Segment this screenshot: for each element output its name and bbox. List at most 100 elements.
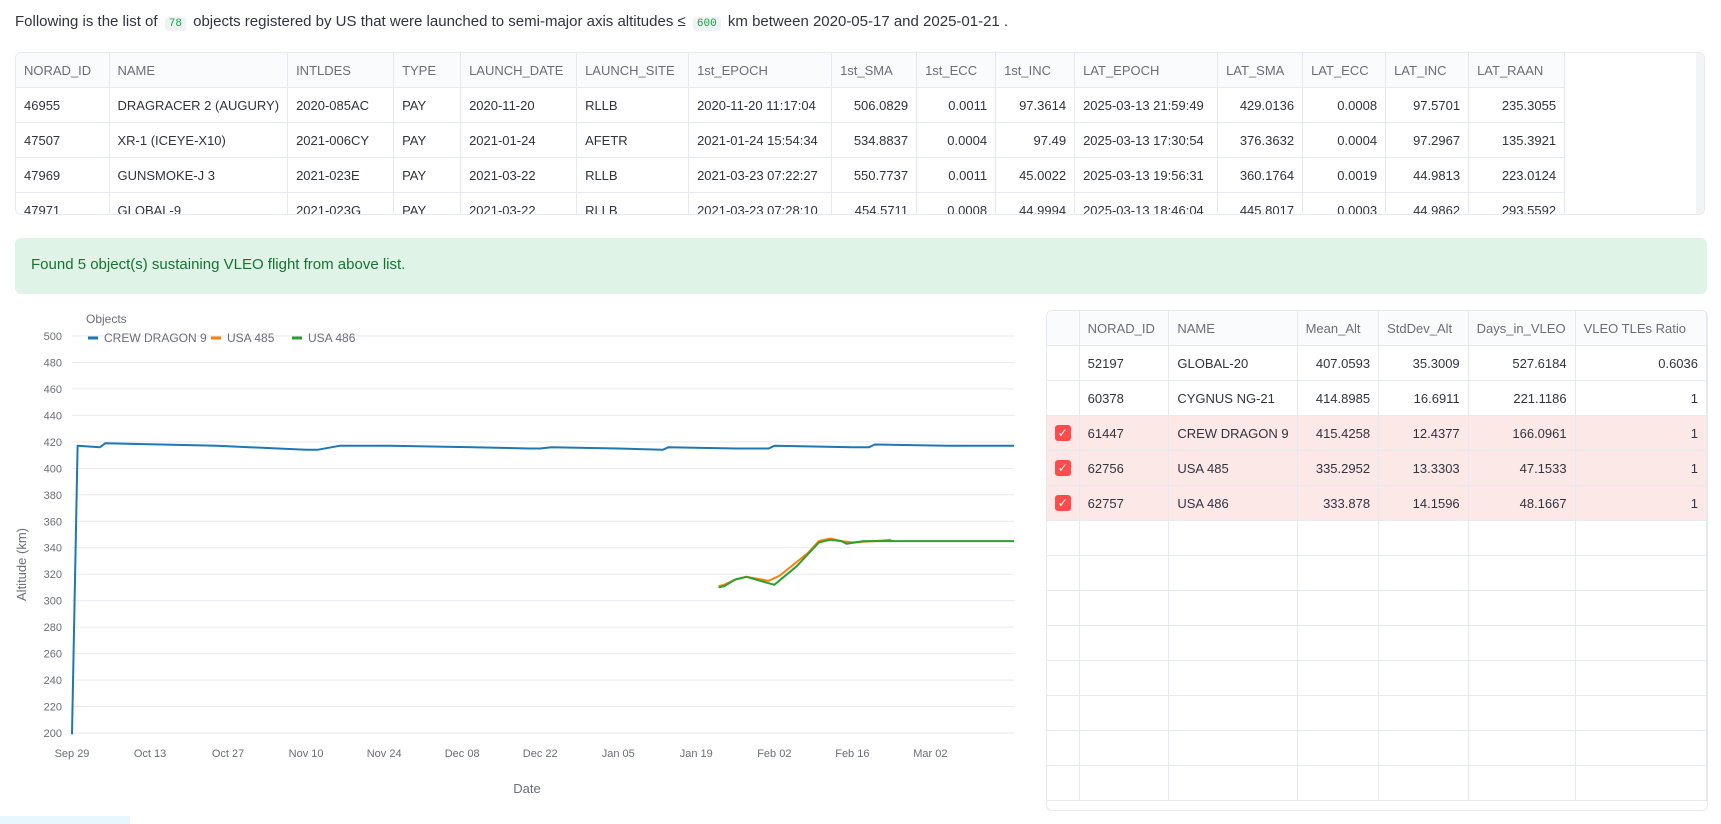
table-row[interactable]: ✓ 62756 USA 485 335.2952 13.3303 47.1533 1 bbox=[1047, 450, 1707, 486]
table-cell[interactable]: XR-1 (ICEYE-X10) bbox=[109, 122, 289, 158]
table-cell[interactable]: 62756 bbox=[1079, 450, 1170, 486]
table-cell[interactable]: 2025-03-13 21:59:49 bbox=[1074, 87, 1219, 123]
column-header[interactable]: 1st_EPOCH bbox=[688, 53, 833, 88]
table-cell[interactable]: 0.0008 bbox=[1302, 87, 1387, 123]
row-select-cell[interactable]: ✓ bbox=[1047, 485, 1080, 521]
column-header[interactable]: NORAD_ID bbox=[16, 53, 110, 88]
column-header[interactable]: LAT_INC bbox=[1385, 53, 1470, 88]
table-cell[interactable]: 47.1533 bbox=[1468, 450, 1576, 486]
table-cell[interactable]: 97.5701 bbox=[1385, 87, 1470, 123]
row-select-cell[interactable]: ✓ bbox=[1047, 415, 1080, 451]
table-cell[interactable]: 2021-03-23 07:22:27 bbox=[688, 157, 833, 193]
table-cell[interactable]: 335.2952 bbox=[1297, 450, 1380, 486]
table-cell[interactable]: 13.3303 bbox=[1378, 450, 1469, 486]
column-header[interactable]: LAT_RAAN bbox=[1468, 53, 1566, 88]
table-cell[interactable]: 97.3614 bbox=[995, 87, 1076, 123]
table-cell[interactable]: GLOBAL-9 bbox=[109, 192, 289, 214]
column-header[interactable]: 1st_ECC bbox=[916, 53, 997, 88]
table-cell[interactable]: 2021-01-24 15:54:34 bbox=[688, 122, 833, 158]
table-cell[interactable]: DRAGRACER 2 (AUGURY) bbox=[109, 87, 289, 123]
table-cell[interactable]: 1 bbox=[1575, 485, 1707, 521]
table-cell[interactable]: 2021-01-24 bbox=[460, 122, 578, 158]
table-cell[interactable]: PAY bbox=[393, 87, 462, 123]
table-cell[interactable]: 135.3921 bbox=[1468, 122, 1566, 158]
table-cell[interactable]: 0.0004 bbox=[1302, 122, 1387, 158]
table-cell[interactable]: 429.0136 bbox=[1217, 87, 1304, 123]
column-header[interactable]: LAUNCH_DATE bbox=[460, 53, 578, 88]
table-cell[interactable]: 235.3055 bbox=[1468, 87, 1566, 123]
table-cell[interactable]: GLOBAL-20 bbox=[1168, 345, 1298, 381]
altitude-chart-svg[interactable]: 200 220 240 260 280 300 320 340 360 380 400 420 440 4… bbox=[0, 305, 1030, 805]
column-header[interactable]: TYPE bbox=[393, 53, 462, 88]
table-scrollbar[interactable] bbox=[1696, 53, 1704, 214]
checkbox-checked-icon[interactable]: ✓ bbox=[1054, 460, 1071, 476]
table-cell[interactable]: 527.6184 bbox=[1468, 345, 1576, 381]
table-cell[interactable]: 0.0008 bbox=[916, 192, 997, 214]
column-header[interactable]: Days_in_VLEO bbox=[1468, 311, 1576, 346]
table-cell[interactable]: 0.6036 bbox=[1575, 345, 1707, 381]
table-cell[interactable]: 0.0011 bbox=[916, 157, 997, 193]
table-cell[interactable]: 1 bbox=[1575, 380, 1707, 416]
table-cell[interactable]: 2025-03-13 18:46:04 bbox=[1074, 192, 1219, 214]
table-cell[interactable]: 2021-023E bbox=[287, 157, 395, 193]
table-row[interactable]: 46955 DRAGRACER 2 (AUGURY) 2020-085AC PAY 20… bbox=[16, 87, 1566, 123]
table-row[interactable]: 60378 CYGNUS NG-21 414.8985 16.6911 221.1186… bbox=[1047, 380, 1707, 416]
table-cell[interactable]: 1 bbox=[1575, 415, 1707, 451]
column-header[interactable]: LAT_SMA bbox=[1217, 53, 1304, 88]
objects-table[interactable]: NORAD_ID NAME INTLDES TYPE LAUNCH_DATE LAUNCH… bbox=[15, 52, 1705, 215]
table-cell[interactable]: PAY bbox=[393, 157, 462, 193]
table-cell[interactable]: 2025-03-13 19:56:31 bbox=[1074, 157, 1219, 193]
table-cell[interactable]: 550.7737 bbox=[831, 157, 918, 193]
table-row[interactable]: ✓ 61447 CREW DRAGON 9 415.4258 12.4377 166.09… bbox=[1047, 415, 1707, 451]
legend-label[interactable]: USA 486 bbox=[308, 331, 356, 345]
table-cell[interactable]: 2020-11-20 bbox=[460, 87, 578, 123]
table-cell[interactable]: 47971 bbox=[16, 192, 110, 214]
table-cell[interactable]: PAY bbox=[393, 192, 462, 214]
table-cell[interactable]: 12.4377 bbox=[1378, 415, 1469, 451]
table-cell[interactable]: 0.0011 bbox=[916, 87, 997, 123]
table-cell[interactable]: 16.6911 bbox=[1378, 380, 1469, 416]
table-cell[interactable]: 61447 bbox=[1079, 415, 1170, 451]
column-header[interactable]: INTLDES bbox=[287, 53, 395, 88]
column-header[interactable]: 1st_SMA bbox=[831, 53, 918, 88]
table-cell[interactable]: 407.0593 bbox=[1297, 345, 1380, 381]
table-cell[interactable]: 221.1186 bbox=[1468, 380, 1576, 416]
table-cell[interactable]: 454.5711 bbox=[831, 192, 918, 214]
table-cell[interactable]: 44.9862 bbox=[1385, 192, 1470, 214]
table-cell[interactable]: AFETR bbox=[576, 122, 690, 158]
table-cell[interactable]: 360.1764 bbox=[1217, 157, 1304, 193]
table-cell[interactable]: 2020-085AC bbox=[287, 87, 395, 123]
table-cell[interactable]: 223.0124 bbox=[1468, 157, 1566, 193]
table-cell[interactable]: 44.9813 bbox=[1385, 157, 1470, 193]
vleo-table[interactable]: NORAD_ID NAME Mean_Alt StdDev_Alt Days_in_VL… bbox=[1046, 310, 1708, 811]
table-cell[interactable]: 1 bbox=[1575, 450, 1707, 486]
table-cell[interactable]: 47507 bbox=[16, 122, 110, 158]
table-cell[interactable]: 35.3009 bbox=[1378, 345, 1469, 381]
table-cell[interactable]: GUNSMOKE-J 3 bbox=[109, 157, 289, 193]
checkbox-checked-icon[interactable]: ✓ bbox=[1054, 495, 1071, 511]
column-header[interactable]: Mean_Alt bbox=[1297, 311, 1380, 346]
table-row[interactable]: 47969 GUNSMOKE-J 3 2021-023E PAY 2021-03-22 R… bbox=[16, 157, 1566, 193]
table-cell[interactable]: 97.2967 bbox=[1385, 122, 1470, 158]
series-line[interactable] bbox=[718, 537, 892, 588]
table-cell[interactable]: 2020-11-20 11:17:04 bbox=[688, 87, 833, 123]
table-cell[interactable]: 62757 bbox=[1079, 485, 1170, 521]
table-row[interactable]: 47507 XR-1 (ICEYE-X10) 2021-006CY PAY 2021-0… bbox=[16, 122, 1566, 158]
column-header[interactable]: NORAD_ID bbox=[1079, 311, 1170, 346]
legend-label[interactable]: USA 485 bbox=[227, 331, 275, 345]
table-cell[interactable]: 2021-03-23 07:28:10 bbox=[688, 192, 833, 214]
table-cell[interactable]: 2021-03-22 bbox=[460, 157, 578, 193]
table-cell[interactable]: 333.878 bbox=[1297, 485, 1380, 521]
table-cell[interactable]: 293.5592 bbox=[1468, 192, 1566, 214]
table-cell[interactable]: 48.1667 bbox=[1468, 485, 1576, 521]
table-cell[interactable]: 46955 bbox=[16, 87, 110, 123]
legend-label[interactable]: CREW DRAGON 9 bbox=[104, 331, 207, 345]
series-line[interactable] bbox=[718, 538, 1014, 589]
table-cell[interactable]: 534.8837 bbox=[831, 122, 918, 158]
table-cell[interactable]: 97.49 bbox=[995, 122, 1076, 158]
table-cell[interactable]: PAY bbox=[393, 122, 462, 158]
table-cell[interactable]: RLLB bbox=[576, 87, 690, 123]
table-cell[interactable]: RLLB bbox=[576, 192, 690, 214]
table-cell[interactable]: 0.0019 bbox=[1302, 157, 1387, 193]
table-cell[interactable]: 47969 bbox=[16, 157, 110, 193]
